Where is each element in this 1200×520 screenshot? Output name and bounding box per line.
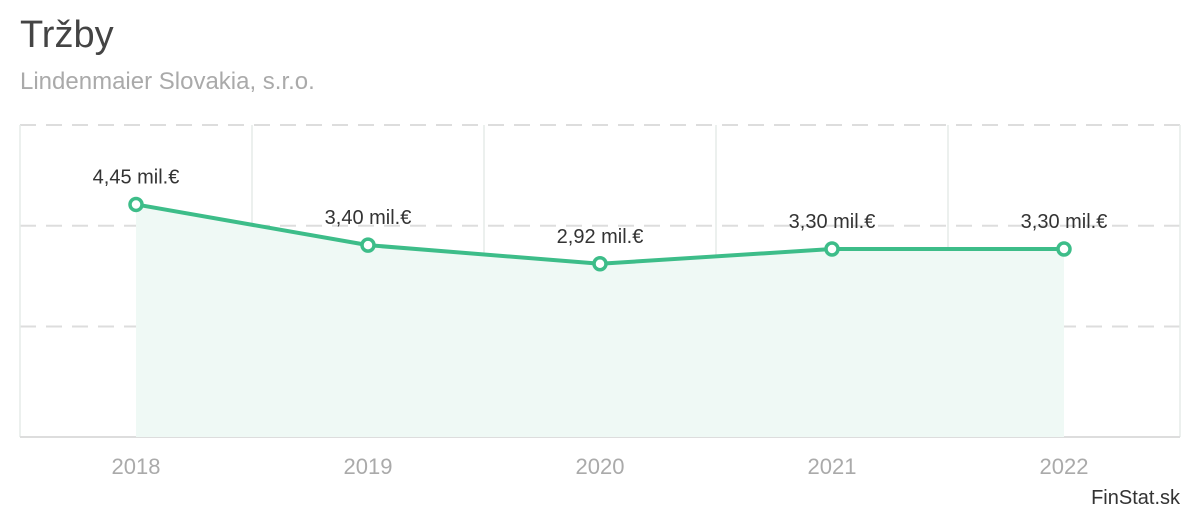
data-point: [824, 241, 840, 257]
points-layer: [128, 196, 1072, 272]
data-point: [360, 237, 376, 253]
data-point: [592, 256, 608, 272]
data-label: 3,30 mil.€: [789, 211, 876, 233]
x-tick-label: 2022: [1040, 454, 1089, 479]
data-point: [1056, 241, 1072, 257]
x-tick-label: 2019: [344, 454, 393, 479]
data-point: [128, 196, 144, 213]
labels-layer: 4,45 mil.€ 3,40 mil.€ 2,92 mil.€ 3,30 mil.€…: [93, 166, 1108, 247]
data-label: 3,30 mil.€: [1021, 211, 1108, 233]
data-label: 2,92 mil.€: [557, 226, 644, 248]
credit-link[interactable]: FinStat.sk: [1091, 487, 1180, 509]
x-tick-label: 2018: [112, 454, 161, 479]
chart-subtitle: Lindenmaier Slovakia, s.r.o.: [20, 68, 315, 95]
x-tick-label: 2021: [808, 454, 857, 479]
area-fill: [136, 204, 1064, 437]
x-axis-ticks: 2018 2019 2020 2021 2022: [112, 454, 1089, 479]
x-tick-label: 2020: [576, 454, 625, 479]
data-label: 4,45 mil.€: [93, 166, 180, 188]
data-label: 3,40 mil.€: [325, 207, 412, 229]
chart-title: Tržby: [20, 14, 114, 56]
